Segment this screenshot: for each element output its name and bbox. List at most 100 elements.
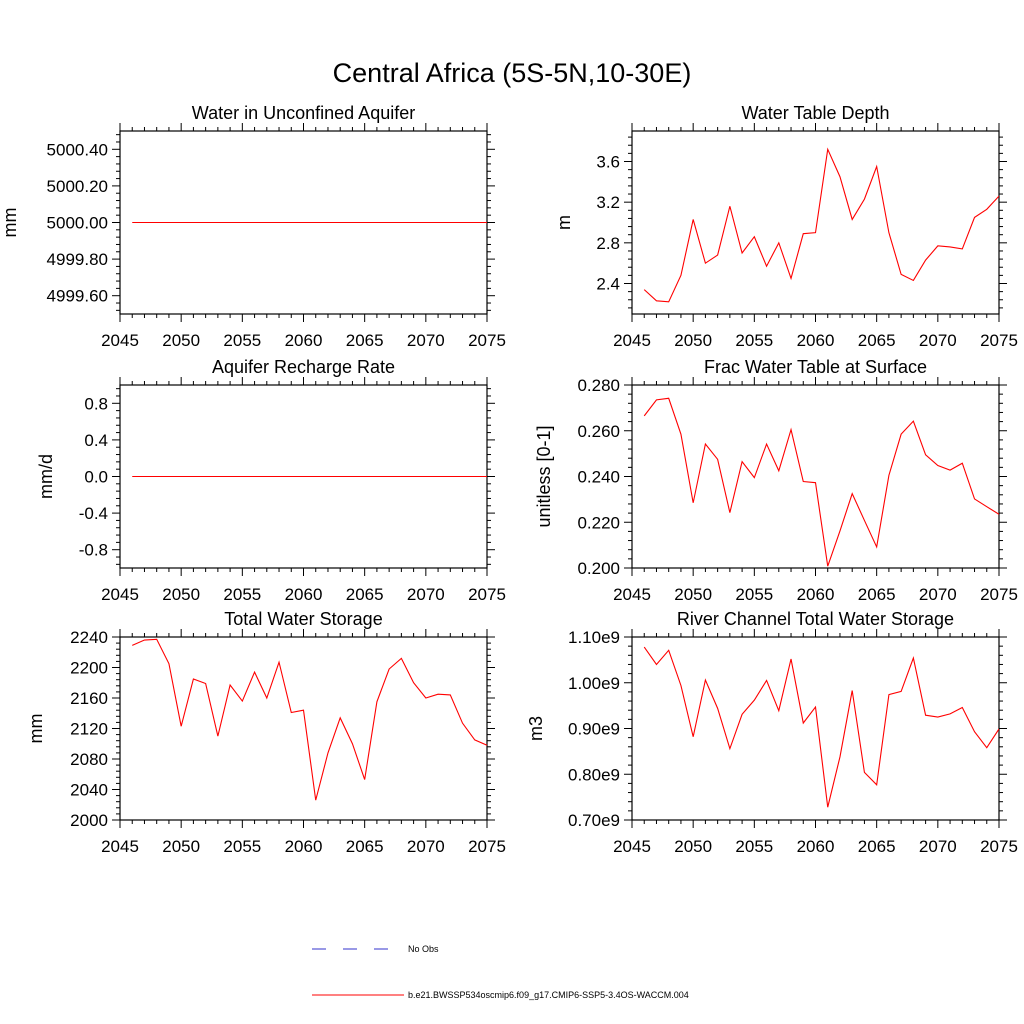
x-tick-label: 2075: [980, 585, 1018, 604]
x-tick-label: 2050: [674, 585, 712, 604]
x-tick-label: 2045: [613, 837, 651, 856]
x-tick-label: 2050: [674, 837, 712, 856]
y-tick-label: 5000.20: [47, 177, 108, 196]
panel-5: Total Water Storage 2045 2050 2055 2060 2065 2…: [26, 609, 506, 856]
x-tick-label: 2045: [101, 331, 139, 350]
y-tick-label: 0.220: [577, 513, 620, 532]
y-axis-label: unitless [0-1]: [534, 425, 554, 527]
y-tick-label: 2080: [70, 750, 108, 769]
x-tick-label: 2045: [613, 331, 651, 350]
y-tick-label: 2160: [70, 689, 108, 708]
x-tick-label: 2065: [858, 837, 896, 856]
y-axis-label: mm/d: [36, 454, 56, 499]
x-tick-label: 2060: [797, 331, 835, 350]
x-tick-label: 2075: [468, 331, 506, 350]
x-tick-label: 2065: [858, 331, 896, 350]
x-tick-label: 2060: [285, 331, 323, 350]
x-tick-label: 2075: [468, 585, 506, 604]
series-line: [643, 147, 999, 303]
y-tick-label: 5000.40: [47, 140, 108, 159]
y-tick-label: 0.80e9: [568, 765, 620, 784]
panel-title: Total Water Storage: [224, 609, 382, 629]
y-tick-label: 0.260: [577, 422, 620, 441]
y-axis-label: m3: [526, 716, 546, 741]
page-title: Central Africa (5S-5N,10-30E): [333, 58, 692, 88]
panel-title: Water in Unconfined Aquifer: [192, 103, 415, 123]
legend-label: No Obs: [408, 944, 439, 954]
series-line: [132, 638, 487, 801]
x-tick-label: 2055: [735, 331, 773, 350]
y-axis-label: m: [554, 215, 574, 230]
x-tick-label: 2065: [858, 585, 896, 604]
x-tick-label: 2070: [407, 837, 445, 856]
x-tick-label: 2050: [162, 585, 200, 604]
x-tick-label: 2050: [162, 837, 200, 856]
x-tick-label: 2055: [735, 585, 773, 604]
x-tick-label: 2070: [919, 331, 957, 350]
legend-label: b.e21.BWSSP534oscmip6.f09_g17.CMIP6-SSP5…: [408, 990, 689, 1000]
y-tick-label: 2200: [70, 659, 108, 678]
y-tick-label: 0.8: [84, 394, 108, 413]
x-tick-label: 2050: [162, 331, 200, 350]
y-tick-label: 2120: [70, 720, 108, 739]
x-tick-label: 2060: [285, 837, 323, 856]
y-tick-label: -0.4: [79, 504, 108, 523]
panel-title: Water Table Depth: [741, 103, 889, 123]
x-tick-label: 2075: [980, 837, 1018, 856]
y-tick-label: 4999.80: [47, 250, 108, 269]
x-tick-label: 2060: [285, 585, 323, 604]
x-tick-label: 2075: [468, 837, 506, 856]
y-tick-label: 2240: [70, 628, 108, 647]
x-tick-label: 2065: [346, 837, 384, 856]
x-tick-label: 2045: [101, 837, 139, 856]
y-tick-label: 0.0: [84, 468, 108, 487]
series-line: [643, 397, 999, 567]
panel-4: Frac Water Table at Surface 2045 2050 2055 2…: [534, 357, 1018, 604]
panels: Water in Unconfined Aquifer 2045 2050 2055 2…: [0, 103, 1018, 856]
x-tick-label: 2070: [919, 837, 957, 856]
y-tick-label: 3.6: [596, 153, 620, 172]
plot-frame: [631, 130, 1000, 315]
y-tick-label: 0.4: [84, 431, 108, 450]
x-tick-label: 2055: [223, 331, 261, 350]
x-tick-label: 2060: [797, 837, 835, 856]
x-tick-label: 2055: [735, 837, 773, 856]
y-tick-label: 0.280: [577, 376, 620, 395]
plot-frame: [119, 636, 488, 821]
x-tick-label: 2065: [346, 585, 384, 604]
x-tick-label: 2065: [346, 331, 384, 350]
plot-frame: [631, 636, 1000, 821]
y-tick-label: -0.8: [79, 541, 108, 560]
legend-item: b.e21.BWSSP534oscmip6.f09_g17.CMIP6-SSP5…: [312, 990, 689, 1000]
y-tick-label: 2.4: [596, 275, 620, 294]
legend-item: No Obs: [312, 944, 439, 954]
x-tick-label: 2070: [407, 585, 445, 604]
y-tick-label: 2040: [70, 781, 108, 800]
plot-frame: [631, 384, 1000, 569]
y-tick-label: 2000: [70, 811, 108, 830]
x-tick-label: 2075: [980, 331, 1018, 350]
y-tick-label: 0.70e9: [568, 811, 620, 830]
y-tick-label: 1.00e9: [568, 674, 620, 693]
y-tick-label: 3.2: [596, 193, 620, 212]
panel-title: Frac Water Table at Surface: [704, 357, 927, 377]
legend: No Obs b.e21.BWSSP534oscmip6.f09_g17.CMIP…: [312, 944, 689, 1000]
panel-3: Aquifer Recharge Rate 2045 2050 2055 2060 206…: [36, 357, 506, 604]
panel-title: Aquifer Recharge Rate: [212, 357, 395, 377]
x-tick-label: 2060: [797, 585, 835, 604]
panel-title: River Channel Total Water Storage: [677, 609, 954, 629]
panel-2: Water Table Depth 2045 2050 2055 2060 2065 207…: [554, 103, 1018, 350]
y-tick-label: 5000.00: [47, 214, 108, 233]
y-tick-label: 0.240: [577, 468, 620, 487]
y-tick-label: 0.200: [577, 559, 620, 578]
panel-6: River Channel Total Water Storage 2045 205…: [526, 609, 1018, 856]
y-axis-label: mm: [0, 208, 20, 238]
y-tick-label: 2.8: [596, 234, 620, 253]
x-tick-label: 2045: [613, 585, 651, 604]
panel-1: Water in Unconfined Aquifer 2045 2050 2055 2…: [0, 103, 506, 350]
x-tick-label: 2070: [407, 331, 445, 350]
y-tick-label: 1.10e9: [568, 628, 620, 647]
x-tick-label: 2045: [101, 585, 139, 604]
x-tick-label: 2050: [674, 331, 712, 350]
